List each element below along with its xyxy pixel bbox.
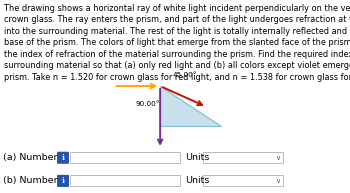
Bar (70, 152, 180, 163)
Text: (b) Number: (b) Number (3, 176, 58, 185)
Bar (203, 152, 283, 163)
Text: 45.00°: 45.00° (172, 72, 197, 78)
Text: Units: Units (185, 153, 209, 162)
FancyBboxPatch shape (57, 152, 69, 164)
Text: i: i (62, 154, 64, 162)
Bar (203, 175, 283, 186)
Bar (70, 175, 180, 186)
Text: 90.00°: 90.00° (136, 101, 160, 107)
Text: i: i (62, 177, 64, 185)
Text: ∨: ∨ (275, 155, 281, 161)
FancyBboxPatch shape (57, 175, 69, 187)
Text: ∨: ∨ (275, 178, 281, 184)
Polygon shape (160, 86, 221, 126)
Text: Units: Units (185, 176, 209, 185)
Text: The drawing shows a horizontal ray of white light incident perpendicularly on th: The drawing shows a horizontal ray of wh… (4, 4, 350, 82)
Text: (a) Number: (a) Number (3, 153, 57, 162)
